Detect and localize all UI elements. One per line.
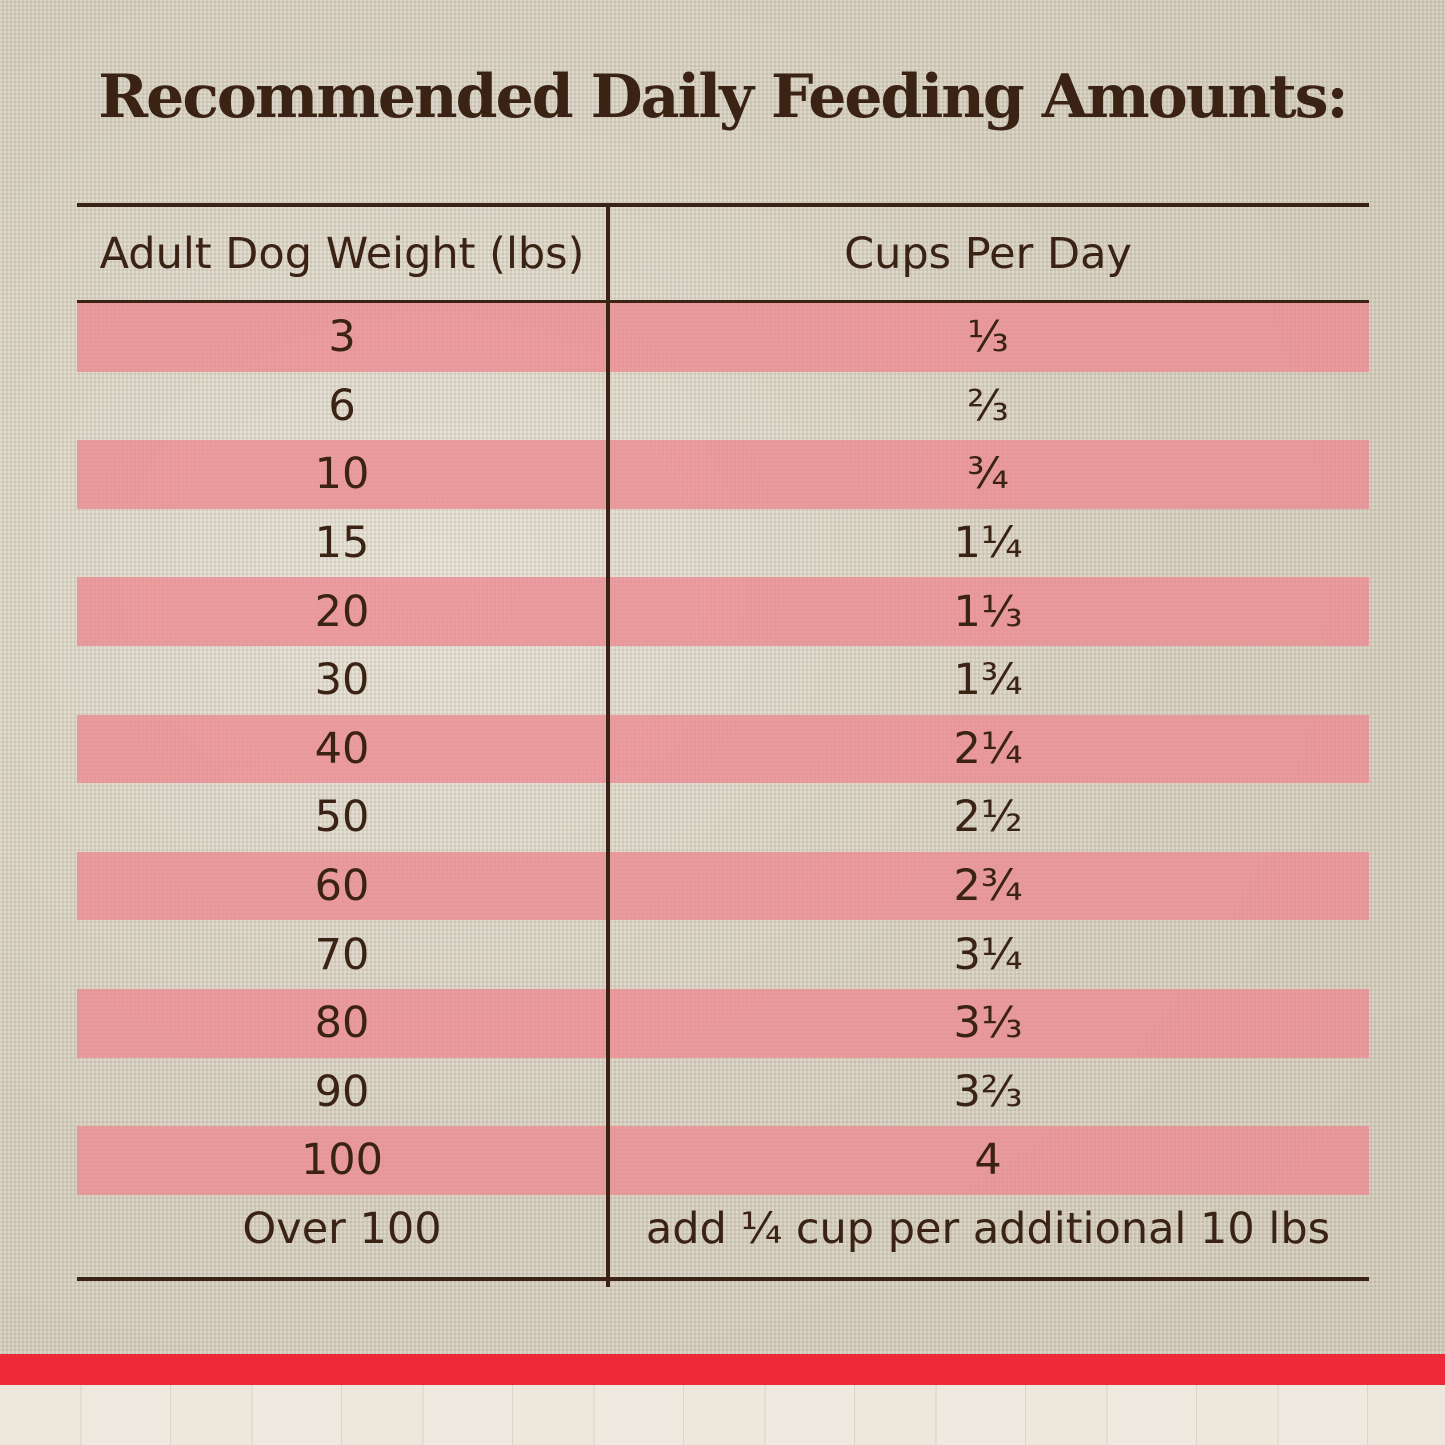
- weight-cell: 70: [314, 929, 370, 980]
- weight-cell: 90: [314, 1066, 370, 1117]
- table-row: 60 2¾: [77, 851, 1369, 921]
- weight-cell: 30: [314, 655, 370, 706]
- cups-cell: 2½: [953, 792, 1023, 843]
- table-row: 80 3⅓: [77, 988, 1369, 1058]
- wood-background: [0, 1385, 1445, 1445]
- weight-cell: 6: [328, 380, 356, 431]
- table-row: 100 4: [77, 1126, 1369, 1195]
- header-weight: Adult Dog Weight (lbs): [99, 228, 585, 279]
- weight-cell: 100: [300, 1135, 384, 1186]
- cups-cell: 4: [974, 1135, 1002, 1186]
- cups-cell: 3⅔: [953, 1066, 1023, 1117]
- cups-cell: 1¼: [953, 518, 1023, 569]
- weight-cell: 20: [314, 586, 370, 637]
- table-row: 20 1⅓: [77, 577, 1369, 646]
- table-row: Over 100 add ¼ cup per additional 10 lbs: [77, 1195, 1369, 1264]
- table-row: 30 1¾: [77, 646, 1369, 715]
- table-header: Adult Dog Weight (lbs) Cups Per Day: [77, 207, 1369, 303]
- weight-cell: 50: [314, 792, 370, 843]
- cups-cell: ⅔: [967, 380, 1009, 431]
- cups-cell: add ¼ cup per additional 10 lbs: [645, 1204, 1331, 1255]
- page-title: Recommended Daily Feeding Amounts:: [98, 62, 1348, 132]
- cups-cell: 3⅓: [953, 998, 1023, 1049]
- table-row: 15 1¼: [77, 509, 1369, 578]
- table-top-rule: [77, 203, 1369, 207]
- cups-cell: 3¼: [953, 929, 1023, 980]
- weight-cell: 80: [314, 998, 370, 1049]
- table-bottom-rule: [77, 1277, 1369, 1282]
- cups-cell: 2¼: [953, 723, 1023, 774]
- cups-cell: ⅓: [967, 312, 1009, 363]
- table-row: 50 2½: [77, 783, 1369, 852]
- cups-cell: 2¾: [953, 861, 1023, 912]
- weight-cell: 60: [314, 861, 370, 912]
- weight-cell: 3: [328, 312, 356, 363]
- cups-cell: ¾: [967, 449, 1009, 500]
- header-cups: Cups Per Day: [844, 228, 1132, 279]
- weight-cell: 15: [314, 518, 370, 569]
- cups-cell: 1⅓: [953, 586, 1023, 637]
- red-accent-band: [0, 1354, 1445, 1385]
- weight-cell: Over 100: [242, 1204, 442, 1255]
- weight-cell: 10: [314, 449, 370, 500]
- table-body: 3 ⅓ 6 ⅔ 10 ¾ 15 1¼ 20 1⅓ 30 1¾ 40 2¼ 50 2½ 60 2¾ 70 3¼ 80 3⅓ 9…: [77, 303, 1369, 1263]
- table-row: 70 3¼: [77, 920, 1369, 989]
- weight-cell: 40: [314, 723, 370, 774]
- table-row: 90 3⅔: [77, 1058, 1369, 1127]
- table-row: 40 2¼: [77, 714, 1369, 784]
- column-divider: [606, 203, 610, 1287]
- cups-cell: 1¾: [953, 655, 1023, 706]
- table-row: 10 ¾: [77, 440, 1369, 509]
